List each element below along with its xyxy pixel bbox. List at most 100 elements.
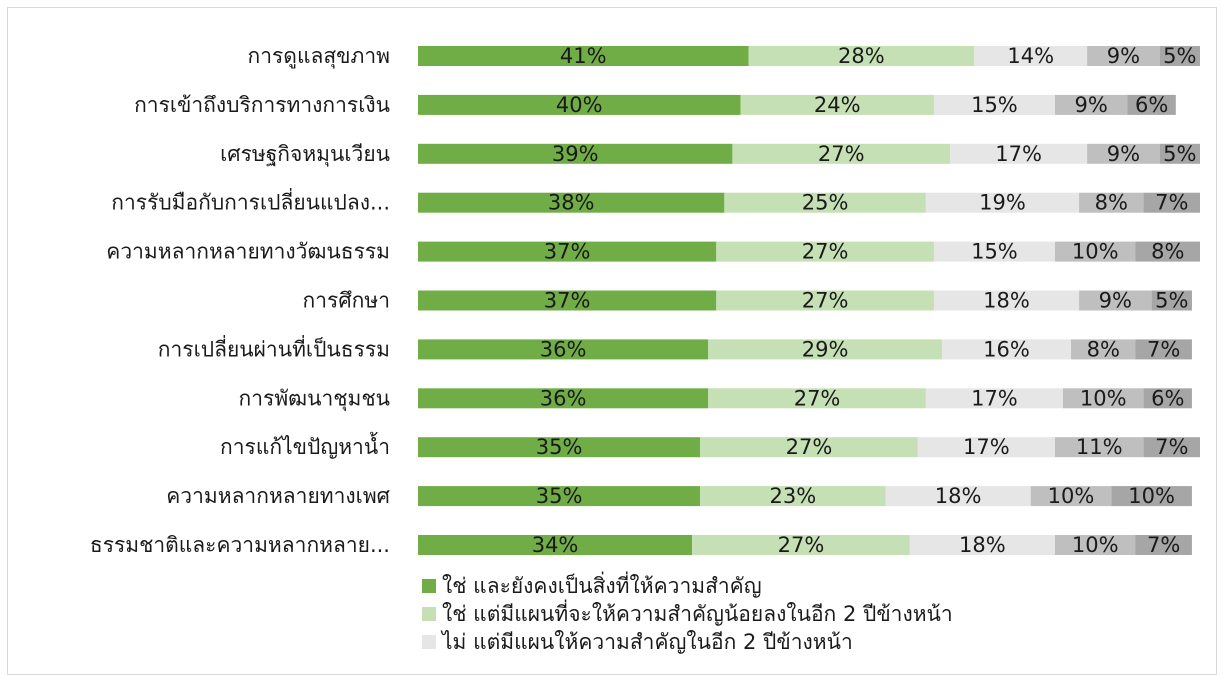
data-label: 27% (802, 240, 849, 264)
bar-segment-series-5 (1111, 486, 1192, 507)
data-label: 7% (1147, 337, 1180, 361)
data-label: 9% (1075, 93, 1108, 117)
bar-segment-series-5 (1151, 290, 1192, 311)
bar-segment-series-1 (418, 94, 741, 115)
data-label: 23% (770, 484, 817, 508)
data-label: 15% (971, 93, 1018, 117)
bar-segment-series-1 (418, 290, 717, 311)
bar-segment-series-3 (925, 192, 1080, 213)
bar-segment-series-3 (950, 143, 1088, 164)
bar-segment-series-4 (1071, 339, 1136, 360)
bar-segment-series-3 (885, 486, 1031, 507)
bar-segment-series-5 (1159, 46, 1200, 66)
data-label: 18% (983, 289, 1030, 313)
category-label: เศรษฐกิจหมุนเวียน (220, 142, 390, 167)
data-label: 17% (963, 435, 1010, 459)
data-label: 39% (552, 142, 599, 166)
data-label: 9% (1107, 44, 1140, 68)
data-label: 28% (838, 44, 885, 68)
data-label: 11% (1076, 435, 1123, 459)
bar-segment-series-1 (418, 339, 709, 360)
data-label: 8% (1095, 191, 1128, 215)
bar-segment-series-5 (1143, 437, 1200, 458)
bar-segment-series-5 (1135, 339, 1192, 360)
data-label: 10% (1048, 484, 1095, 508)
bar-segment-series-3 (917, 437, 1055, 458)
data-label: 25% (802, 191, 849, 215)
bar-segment-series-2 (700, 486, 886, 507)
data-label: 18% (935, 484, 982, 508)
data-label: 38% (548, 191, 595, 215)
bar-segment-series-5 (1143, 388, 1192, 409)
bar-segment-series-4 (1054, 535, 1136, 555)
data-label: 5% (1163, 44, 1196, 68)
data-label: 8% (1151, 240, 1184, 264)
bar-segment-series-4 (1079, 192, 1144, 213)
bar-segment-series-2 (748, 46, 975, 66)
bar-segment-series-4 (1087, 46, 1160, 66)
category-label: การเปลี่ยนผ่านที่เป็นธรรม (158, 334, 390, 361)
legend-swatch (422, 635, 436, 649)
data-label: 41% (560, 44, 607, 68)
bar-segment-series-1 (418, 143, 733, 164)
data-label: 5% (1163, 142, 1196, 166)
bar-segment-series-2 (700, 437, 918, 458)
bar-segment-series-2 (708, 388, 926, 409)
bar-segment-series-2 (740, 94, 934, 115)
bar-segment-series-4 (1054, 94, 1128, 115)
category-labels: การดูแลสุขภาพการเข้าถึงบริการทางการเงินเ… (90, 44, 391, 557)
data-label: 18% (959, 533, 1006, 557)
bar-segment-series-1 (418, 437, 701, 458)
bar-segment-series-2 (724, 192, 926, 213)
data-label: 14% (1007, 44, 1054, 68)
data-label: 27% (818, 142, 865, 166)
data-label: 35% (536, 484, 583, 508)
value-labels: 41% 28% 14% 9% 5% 40% 24% 15% 9% 6% 39% 27% 17% 9% 5% 3… (532, 44, 1197, 557)
data-label: 9% (1107, 142, 1140, 166)
category-label: ความหลากหลายทางวัฒนธรรม (106, 240, 390, 264)
data-label: 8% (1087, 337, 1120, 361)
bar-segment-series-1 (418, 241, 717, 262)
bar-segment-series-2 (732, 143, 951, 164)
bar-segment-series-3 (974, 46, 1088, 66)
bar-segment-series-3 (925, 388, 1063, 409)
bar-segment-series-4 (1062, 388, 1144, 409)
data-label: 27% (794, 386, 841, 410)
data-label: 36% (540, 337, 587, 361)
bar-segment-series-3 (942, 339, 1072, 360)
data-label: 27% (802, 289, 849, 313)
data-label: 36% (540, 386, 587, 410)
bar-segment-series-1 (418, 486, 701, 507)
bar-segment-series-2 (716, 241, 934, 262)
legend-swatch (422, 579, 436, 593)
bar-segment-series-4 (1054, 241, 1136, 262)
category-label: การเข้าถึงบริการทางการเงิน (134, 93, 390, 117)
data-label: 7% (1155, 435, 1188, 459)
data-label: 7% (1147, 533, 1180, 557)
data-label: 37% (544, 289, 591, 313)
bar-segment-series-5 (1127, 94, 1176, 115)
data-label: 9% (1099, 289, 1132, 313)
bar-segment-series-3 (933, 241, 1055, 262)
bar-segment-series-4 (1079, 290, 1152, 311)
data-label: 5% (1155, 289, 1188, 313)
legend-label: ใช่ แต่มีแผนที่จะให้ความสำคัญน้อยลงในอีก… (442, 599, 953, 626)
data-label: 27% (778, 533, 825, 557)
bar-segment-series-5 (1143, 192, 1200, 213)
bar-segment-series-1 (418, 535, 693, 555)
data-label: 10% (1128, 484, 1175, 508)
bar-segment-series-1 (418, 388, 709, 409)
category-label: ความหลากหลายทางเพศ (166, 484, 390, 508)
bar-segment-series-5 (1135, 241, 1200, 262)
bar-segment-series-5 (1159, 143, 1200, 164)
bar-segment-series-2 (692, 535, 910, 555)
category-label: ธรรมชาติและความหลากหลาย... (90, 533, 390, 557)
data-label: 6% (1151, 386, 1184, 410)
bar-segment-series-2 (708, 339, 943, 360)
category-label: การแก้ไขปัญหาน้ำ (220, 432, 390, 459)
bar-segment-series-3 (933, 290, 1080, 311)
legend-label: ไม่ แต่มีแผนให้ความสำคัญในอีก 2 ปีข้างหน… (440, 630, 853, 654)
data-label: 6% (1135, 93, 1168, 117)
category-label: การดูแลสุขภาพ (248, 44, 390, 69)
